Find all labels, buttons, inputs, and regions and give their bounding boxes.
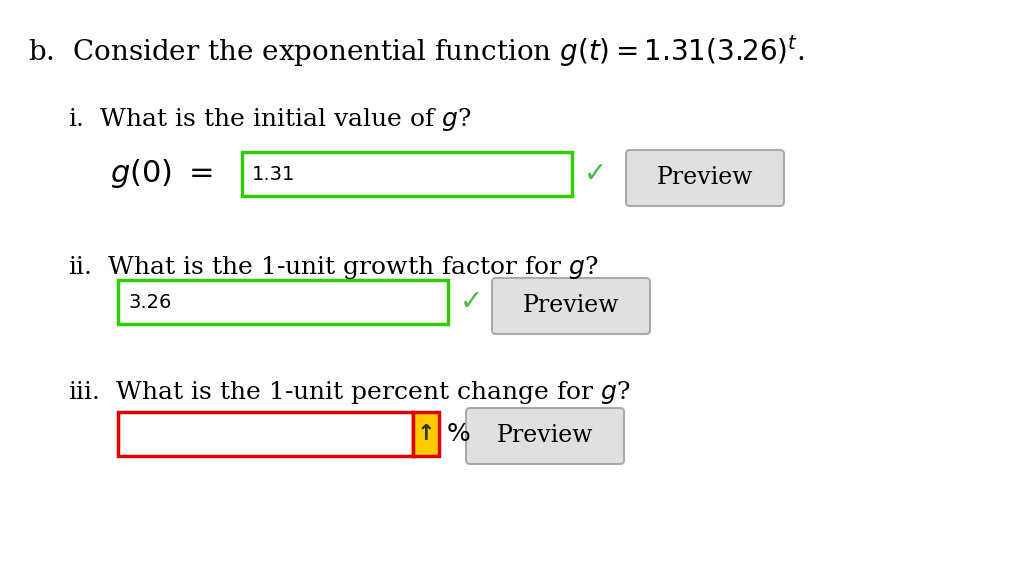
Text: ✓: ✓ xyxy=(584,160,608,188)
Bar xyxy=(412,412,439,456)
Bar xyxy=(242,152,572,196)
FancyBboxPatch shape xyxy=(626,150,784,206)
Text: i.  What is the initial value of $g$?: i. What is the initial value of $g$? xyxy=(68,106,471,133)
Text: iii.  What is the 1-unit percent change for $g$?: iii. What is the 1-unit percent change f… xyxy=(68,379,631,406)
Text: b.  Consider the exponential function $g(t) = 1.31(3.26)^{t}$.: b. Consider the exponential function $g(… xyxy=(28,34,805,69)
Text: $g(0)\ =$: $g(0)\ =$ xyxy=(110,157,212,191)
Text: ↑: ↑ xyxy=(417,424,435,444)
Text: 3.26: 3.26 xyxy=(128,293,172,311)
Text: 1.31: 1.31 xyxy=(252,165,296,183)
Text: %: % xyxy=(447,422,470,446)
FancyBboxPatch shape xyxy=(466,408,624,464)
Text: Preview: Preview xyxy=(523,294,619,318)
Text: Preview: Preview xyxy=(656,166,753,190)
Text: ✓: ✓ xyxy=(460,288,484,316)
Bar xyxy=(118,412,412,456)
Bar xyxy=(118,280,448,324)
Text: Preview: Preview xyxy=(497,425,593,447)
FancyBboxPatch shape xyxy=(492,278,650,334)
Text: ii.  What is the 1-unit growth factor for $g$?: ii. What is the 1-unit growth factor for… xyxy=(68,254,598,281)
